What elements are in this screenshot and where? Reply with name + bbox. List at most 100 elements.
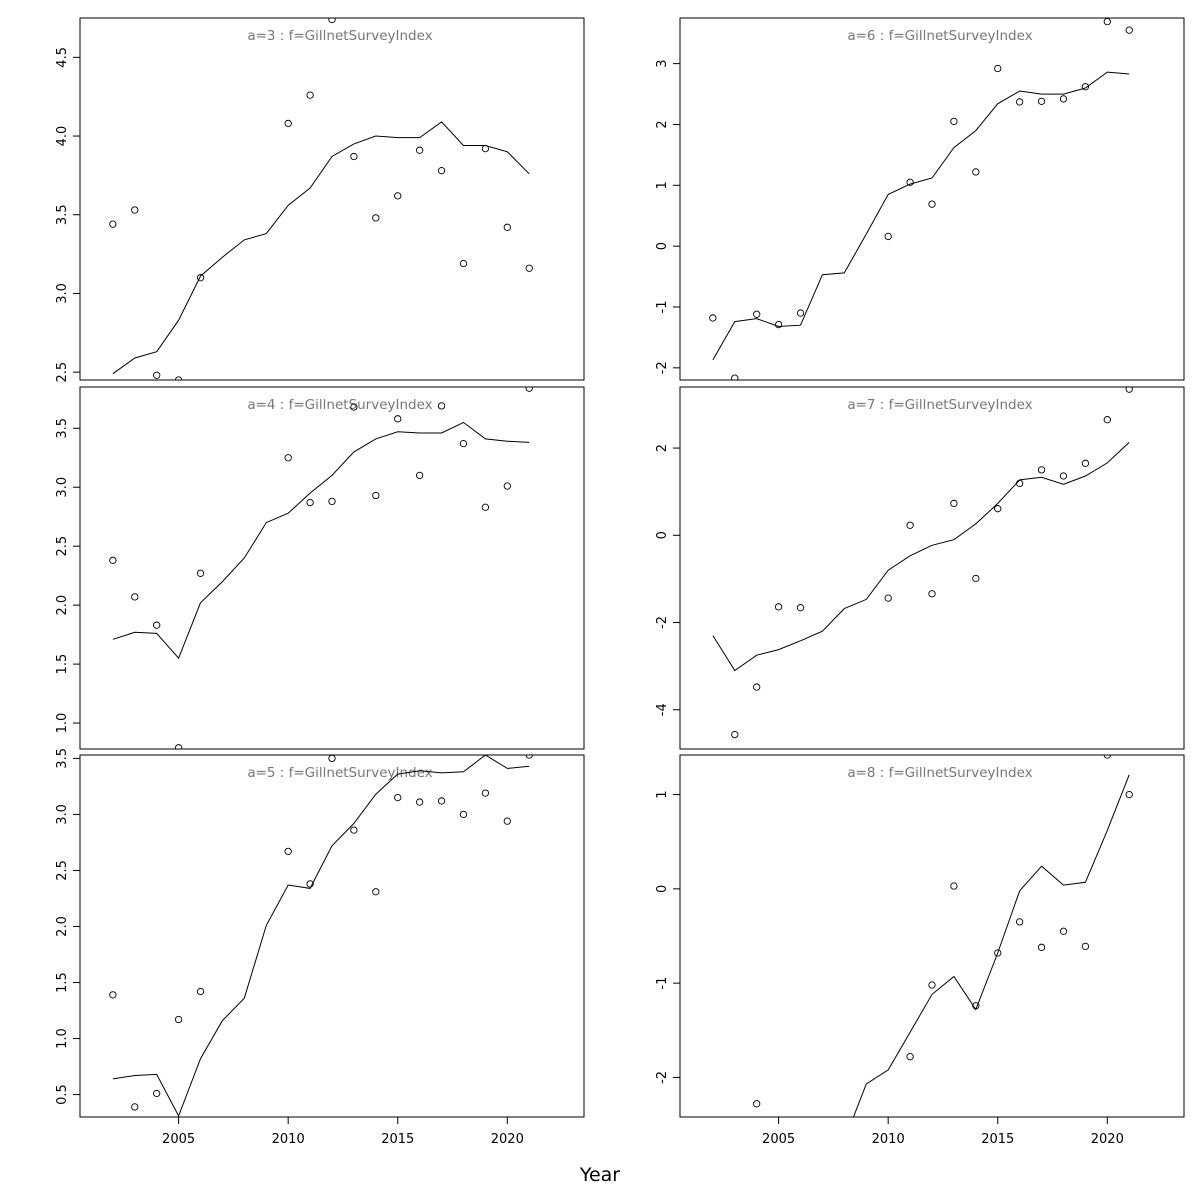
observed-point [481,144,490,153]
observed-point [153,371,161,379]
observed-point [416,471,424,480]
panel-grid: a=3 : f=GillnetSurveyIndex 2.5 3.0 3.5 4.0 4.… [55,17,1185,1147]
panel-a6: a=6 : f=GillnetSurveyIndex -2 -1 0 1 2 3 [655,17,1185,381]
plot-frame [79,17,585,381]
y-tick-label: 1.0 [55,1028,70,1049]
observed-point [753,683,761,691]
y-tick-label: 0 [655,531,670,539]
observed-point [972,574,980,583]
observed-point [306,91,314,99]
observed-point [950,882,958,890]
y-tick-label: 1 [655,181,670,189]
observed-point [328,497,336,506]
observed-point [131,1103,139,1111]
y-tick-label: 2.5 [55,860,70,881]
observed-point [503,482,511,490]
observed-point [174,1015,183,1024]
observed-point [153,621,161,629]
observed-point [372,888,380,896]
y-tick-label: -2 [655,361,670,374]
observed-point [994,64,1002,73]
observed-point [1037,97,1046,106]
observed-point [1125,26,1133,34]
panel-title: a=4 : f=GillnetSurveyIndex [247,397,432,413]
fitted-line [112,755,530,1117]
observed-point [796,604,805,612]
observed-point [306,880,314,888]
plot-frame [679,754,1185,1118]
panel-title: a=6 : f=GillnetSurveyIndex [847,28,1032,44]
observed-point [950,499,958,508]
observed-point [1081,83,1090,91]
y-tick-label: 1.5 [55,972,70,993]
observed-point [109,220,117,228]
observed-point [994,505,1002,513]
x-tick-label: 2015 [381,1132,414,1147]
observed-point [1081,459,1090,467]
observed-point [972,168,980,176]
observed-point [731,374,739,380]
fitted-line [112,121,530,375]
observed-point [394,793,402,802]
y-tick-label: 4.5 [55,47,70,68]
observed-point [525,387,533,392]
observed-point [928,590,936,598]
observed-point [994,949,1002,957]
y-tick-label: 2.5 [55,362,70,383]
observed-point [928,981,936,989]
plot-frame [79,754,585,1118]
observed-point [796,309,805,317]
y-tick-label: 3.5 [55,418,70,439]
observed-point [284,847,292,856]
observed-point [350,403,358,411]
x-tick-label: 2015 [981,1132,1014,1147]
observed-point [1125,387,1133,393]
fitted-line [712,71,1130,361]
x-tick-label: 2005 [762,1132,795,1147]
observed-point [437,402,446,410]
observed-point [481,503,490,511]
observed-point [774,603,783,611]
observed-point [459,810,468,819]
observed-point [153,1089,161,1098]
y-tick-label: 2.5 [55,536,70,557]
observed-point [174,376,183,380]
y-tick-label: 1.5 [55,654,70,675]
y-tick-label: 0 [655,242,670,250]
y-tick-label: -2 [655,616,670,629]
plot-frame [79,386,585,750]
y-tick-label: 2.0 [55,595,70,616]
observed-point [284,119,292,128]
observed-point [1016,479,1024,488]
y-tick-label: 2 [655,444,670,452]
panel-title: a=7 : f=GillnetSurveyIndex [847,397,1032,413]
y-tick-label: 2 [655,120,670,128]
panel-a8: a=8 : f=GillnetSurveyIndex -2 -1 0 1 2005 2010… [655,754,1185,1147]
observed-point [1059,95,1068,103]
plot-frame [679,386,1185,750]
panel-title: a=8 : f=GillnetSurveyIndex [847,765,1032,781]
observed-point [525,264,533,272]
fitted-line [112,421,530,660]
observed-point [328,18,336,24]
y-tick-label: 3.0 [55,283,70,304]
observed-point [1037,466,1046,474]
observed-point [1103,18,1111,26]
fitted-line [712,442,1130,672]
observed-point [481,789,490,797]
y-tick-label: 3.0 [55,804,70,825]
panel-a3: a=3 : f=GillnetSurveyIndex 2.5 3.0 3.5 4.0 4.… [55,17,585,383]
observed-point [459,439,468,448]
y-tick-label: -1 [655,977,670,990]
observed-point [972,1002,980,1010]
observed-point [731,730,739,739]
observed-point [394,192,402,200]
observed-point [774,320,783,329]
observed-point [906,1053,914,1061]
observed-point [196,274,205,282]
observed-point [1059,927,1068,935]
observed-point [196,987,205,996]
panel-a4: a=4 : f=GillnetSurveyIndex 1.0 1.5 2.0 2.5 3.… [55,386,585,750]
observed-point [131,593,139,601]
